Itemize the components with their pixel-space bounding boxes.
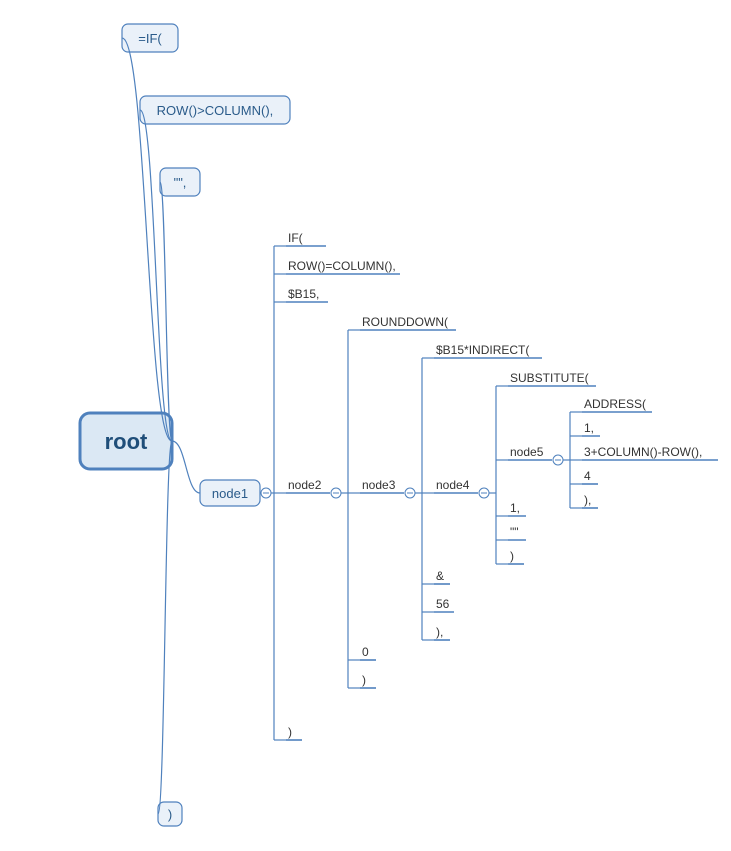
leaf-label: 1, xyxy=(584,421,594,435)
leaf-label: SUBSTITUTE( xyxy=(510,371,589,385)
leaf-label: $B15*INDIRECT( xyxy=(436,343,529,357)
leaf-label: ADDRESS( xyxy=(584,397,646,411)
leaf-label: 4 xyxy=(584,469,591,483)
leaf-label: "" xyxy=(510,525,519,539)
leaf-label: 56 xyxy=(436,597,450,611)
node-label: node1 xyxy=(212,486,248,501)
leaf-label: ) xyxy=(510,549,514,563)
connector xyxy=(158,441,172,814)
leaf-label: node2 xyxy=(288,478,322,492)
leaf-label: 1, xyxy=(510,501,520,515)
connector xyxy=(140,110,172,441)
leaf-label: 0 xyxy=(362,645,369,659)
node-label: ) xyxy=(168,807,172,822)
leaf-label: ) xyxy=(362,673,366,687)
mindmap-diagram: root =IF( ROW()>COLUMN(), "", node1) IF( ROW()… xyxy=(0,0,731,851)
connector xyxy=(160,182,172,441)
leaf-label: node5 xyxy=(510,445,544,459)
node-label: =IF( xyxy=(138,31,162,46)
leaf-label: node4 xyxy=(436,478,470,492)
leaf-label: ROUNDDOWN( xyxy=(362,315,448,329)
leaf-label: & xyxy=(436,569,444,583)
leaf-label: ) xyxy=(288,725,292,739)
leaf-label: ROW()=COLUMN(), xyxy=(288,259,396,273)
leaf-label: IF( xyxy=(288,231,303,245)
leaf-label: ), xyxy=(584,493,591,507)
connector xyxy=(172,441,200,493)
leaf-label: node3 xyxy=(362,478,396,492)
leaf-label: $B15, xyxy=(288,287,319,301)
leaf-label: 3+COLUMN()-ROW(), xyxy=(584,445,702,459)
root-label: root xyxy=(105,429,148,454)
leaf-label: ), xyxy=(436,625,443,639)
node-label: ROW()>COLUMN(), xyxy=(157,103,274,118)
node-label: "", xyxy=(174,175,187,190)
